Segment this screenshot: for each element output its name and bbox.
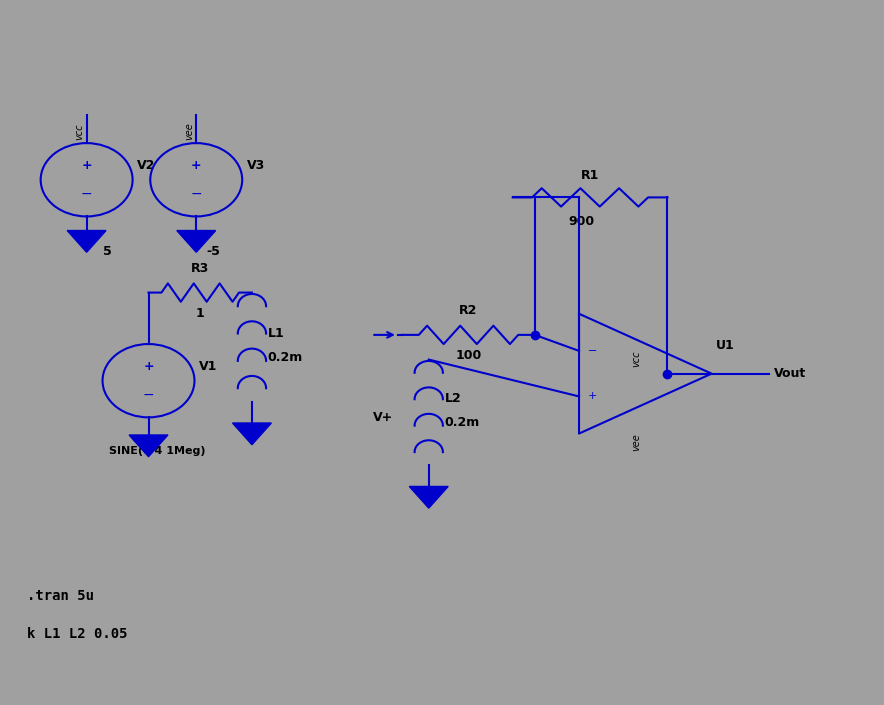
Text: V1: V1	[199, 360, 217, 373]
Text: 900: 900	[568, 215, 594, 228]
Text: SINE(0 4 1Meg): SINE(0 4 1Meg)	[109, 446, 206, 455]
Text: +: +	[191, 159, 202, 172]
Text: R3: R3	[191, 262, 210, 275]
Text: L2: L2	[445, 392, 461, 405]
Text: V3: V3	[247, 159, 265, 172]
Text: −: −	[80, 187, 93, 201]
Text: 5: 5	[103, 245, 111, 257]
Text: L1: L1	[268, 326, 285, 340]
Text: vee: vee	[184, 122, 194, 140]
Text: R1: R1	[581, 169, 599, 182]
Text: +: +	[588, 391, 598, 401]
Text: −: −	[142, 388, 155, 402]
Text: k L1 L2 0.05: k L1 L2 0.05	[27, 627, 127, 642]
Text: R2: R2	[460, 305, 477, 317]
Text: vee: vee	[631, 434, 642, 451]
Polygon shape	[129, 435, 168, 457]
Text: V+: V+	[373, 411, 393, 424]
Text: 0.2m: 0.2m	[445, 417, 480, 429]
Text: −: −	[588, 346, 598, 356]
Text: +: +	[143, 360, 154, 373]
Text: 100: 100	[455, 349, 482, 362]
Text: vcc: vcc	[631, 350, 642, 367]
Text: 1: 1	[196, 307, 204, 319]
Text: V2: V2	[137, 159, 156, 172]
Polygon shape	[232, 423, 271, 445]
Polygon shape	[409, 486, 448, 508]
Polygon shape	[67, 231, 106, 252]
Text: −: −	[190, 187, 202, 201]
Text: vcc: vcc	[74, 123, 85, 140]
Text: U1: U1	[716, 339, 735, 352]
Text: 0.2m: 0.2m	[268, 351, 303, 364]
Text: Vout: Vout	[774, 367, 805, 380]
Text: +: +	[81, 159, 92, 172]
Polygon shape	[177, 231, 216, 252]
Text: -5: -5	[207, 245, 221, 257]
Text: .tran 5u: .tran 5u	[27, 589, 94, 603]
